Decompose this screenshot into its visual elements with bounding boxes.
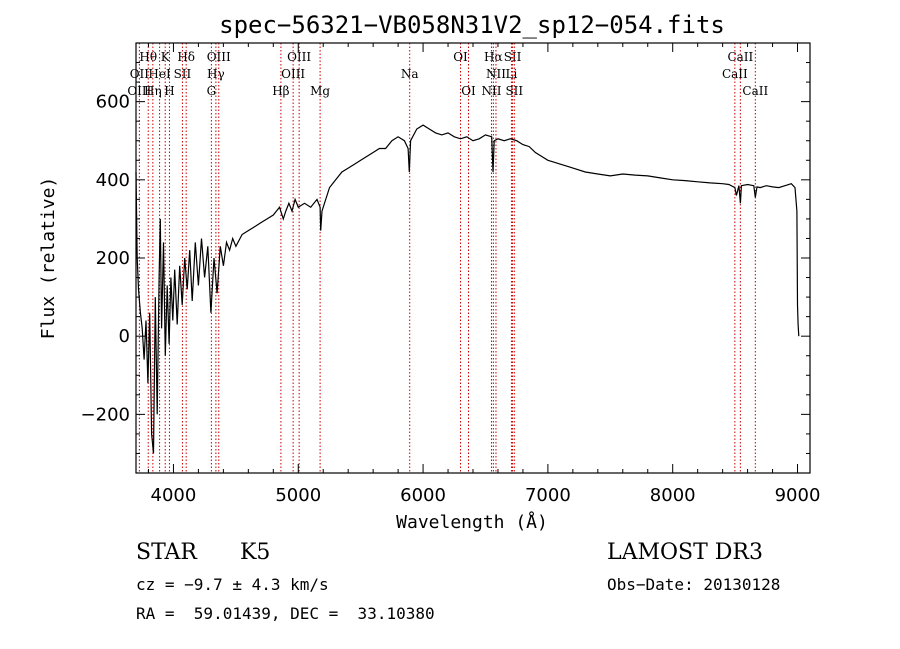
spectral-line-label: Hγ bbox=[207, 67, 225, 81]
spectral-line-label: OII bbox=[130, 67, 150, 81]
spectral-line-label: OIII bbox=[281, 67, 305, 81]
y-axis-label: Flux (relative) bbox=[38, 177, 59, 340]
object-class: STAR bbox=[136, 540, 197, 565]
spectral-line-label: SII bbox=[174, 67, 192, 81]
spectrum-series-line bbox=[135, 124, 800, 454]
x-tick-label: 5000 bbox=[275, 485, 321, 506]
x-tick-label: 9000 bbox=[775, 485, 821, 506]
coordinates: RA = 59.01439, DEC = 33.10380 bbox=[136, 604, 435, 623]
y-tick-label: 0 bbox=[119, 326, 130, 347]
chart-title: spec−56321−VB058N31V2_sp12−054.fits bbox=[219, 11, 725, 39]
redshift-cz: cz = −9.7 ± 4.3 km/s bbox=[136, 575, 329, 594]
x-tick-label: 8000 bbox=[650, 485, 696, 506]
spectral-line-label: OI bbox=[461, 84, 476, 98]
axis-ticks: 4000 5000 6000 7000 8000 9000 −200 0 200 400 600 bbox=[81, 43, 821, 506]
spectral-line-label: Hδ bbox=[177, 50, 195, 64]
spectral-line-label: Na bbox=[401, 67, 419, 81]
x-tick-label: 6000 bbox=[400, 485, 446, 506]
plot-frame bbox=[135, 42, 811, 474]
survey-name: LAMOST DR3 bbox=[607, 540, 763, 565]
spectral-line-label: NII bbox=[481, 84, 501, 98]
spectral-line-label: CaII bbox=[722, 67, 748, 81]
spectral-line-label: Mg bbox=[310, 84, 330, 98]
spectral-line-label: OI bbox=[453, 50, 468, 64]
spectral-line-label: Li bbox=[506, 67, 518, 81]
x-tick-label: 4000 bbox=[151, 485, 197, 506]
object-subclass: K5 bbox=[240, 540, 271, 565]
spectral-line-label: NII bbox=[486, 67, 506, 81]
spectral-line-label: K bbox=[161, 50, 171, 64]
x-axis-label: Wavelength (Å) bbox=[396, 511, 548, 533]
y-tick-label: 200 bbox=[96, 248, 130, 269]
spectral-line-label: OIII bbox=[127, 84, 151, 98]
spectral-line-label: H bbox=[164, 84, 174, 98]
spectral-line-label: G bbox=[207, 84, 217, 98]
spectral-line-label: HeI bbox=[148, 67, 171, 81]
spectrum-chart: spec−56321−VB058N31V2_sp12−054.fits Hθ K H… bbox=[38, 11, 821, 533]
observation-date: Obs−Date: 20130128 bbox=[607, 575, 781, 594]
spectral-line-label: CaII bbox=[742, 84, 768, 98]
spectral-line-label: SII bbox=[504, 50, 522, 64]
spectral-line-label: Hβ bbox=[272, 84, 289, 98]
spectral-line-label: OIII bbox=[207, 50, 231, 64]
spectral-line-label: Hθ bbox=[139, 50, 157, 64]
y-tick-label: 600 bbox=[96, 92, 130, 113]
spectral-line-label: SII bbox=[505, 84, 523, 98]
x-tick-label: 7000 bbox=[525, 485, 571, 506]
y-tick-label: 400 bbox=[96, 170, 130, 191]
y-tick-label: −200 bbox=[81, 404, 130, 425]
spectral-line-label: OIII bbox=[287, 50, 311, 64]
spectral-line-label: Hη bbox=[144, 84, 162, 98]
spectral-line-label: CaII bbox=[727, 50, 753, 64]
spectral-line-label: Hα bbox=[484, 50, 503, 64]
